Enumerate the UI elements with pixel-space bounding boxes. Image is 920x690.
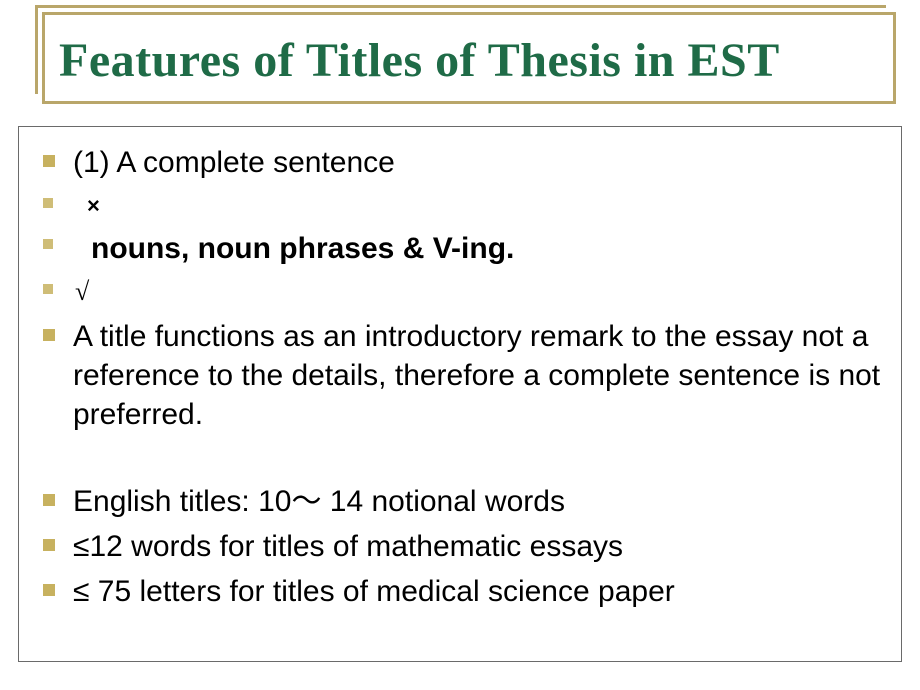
bullet-icon [43, 494, 55, 506]
list-item: ≤ 75 letters for titles of medical scien… [43, 572, 883, 611]
bullet-icon [43, 584, 55, 596]
item-text: A title functions as an introductory rem… [73, 317, 883, 434]
list-item: A title functions as an introductory rem… [43, 317, 883, 434]
list-item: √ [43, 274, 883, 310]
bullet-icon [43, 539, 55, 551]
bullet-icon [43, 155, 55, 167]
spacer [43, 440, 883, 482]
bullet-icon [43, 329, 55, 341]
list-item: (1) A complete sentence [43, 143, 883, 182]
check-icon: √ [71, 274, 89, 310]
list-item: × [43, 188, 883, 223]
item-text: (1) A complete sentence [73, 143, 395, 182]
slide-title: Features of Titles of Thesis in EST [45, 15, 893, 88]
item-text: nouns, noun phrases & V-ing. [71, 229, 514, 268]
item-text: ≤ 75 letters for titles of medical scien… [73, 572, 675, 611]
bullet-icon [43, 284, 53, 294]
bullet-icon [43, 198, 53, 208]
content-container: (1) A complete sentence × nouns, noun ph… [18, 126, 902, 662]
item-text: ≤12 words for titles of mathematic essay… [73, 527, 623, 566]
list-item: English titles: 10～ 14 notional words [43, 482, 883, 521]
cross-icon: × [71, 188, 100, 223]
title-container: Features of Titles of Thesis in EST [42, 12, 896, 104]
bullet-icon [43, 239, 53, 249]
list-item: nouns, noun phrases & V-ing. [43, 229, 883, 268]
item-text: English titles: 10～ 14 notional words [73, 482, 565, 521]
list-item: ≤12 words for titles of mathematic essay… [43, 527, 883, 566]
